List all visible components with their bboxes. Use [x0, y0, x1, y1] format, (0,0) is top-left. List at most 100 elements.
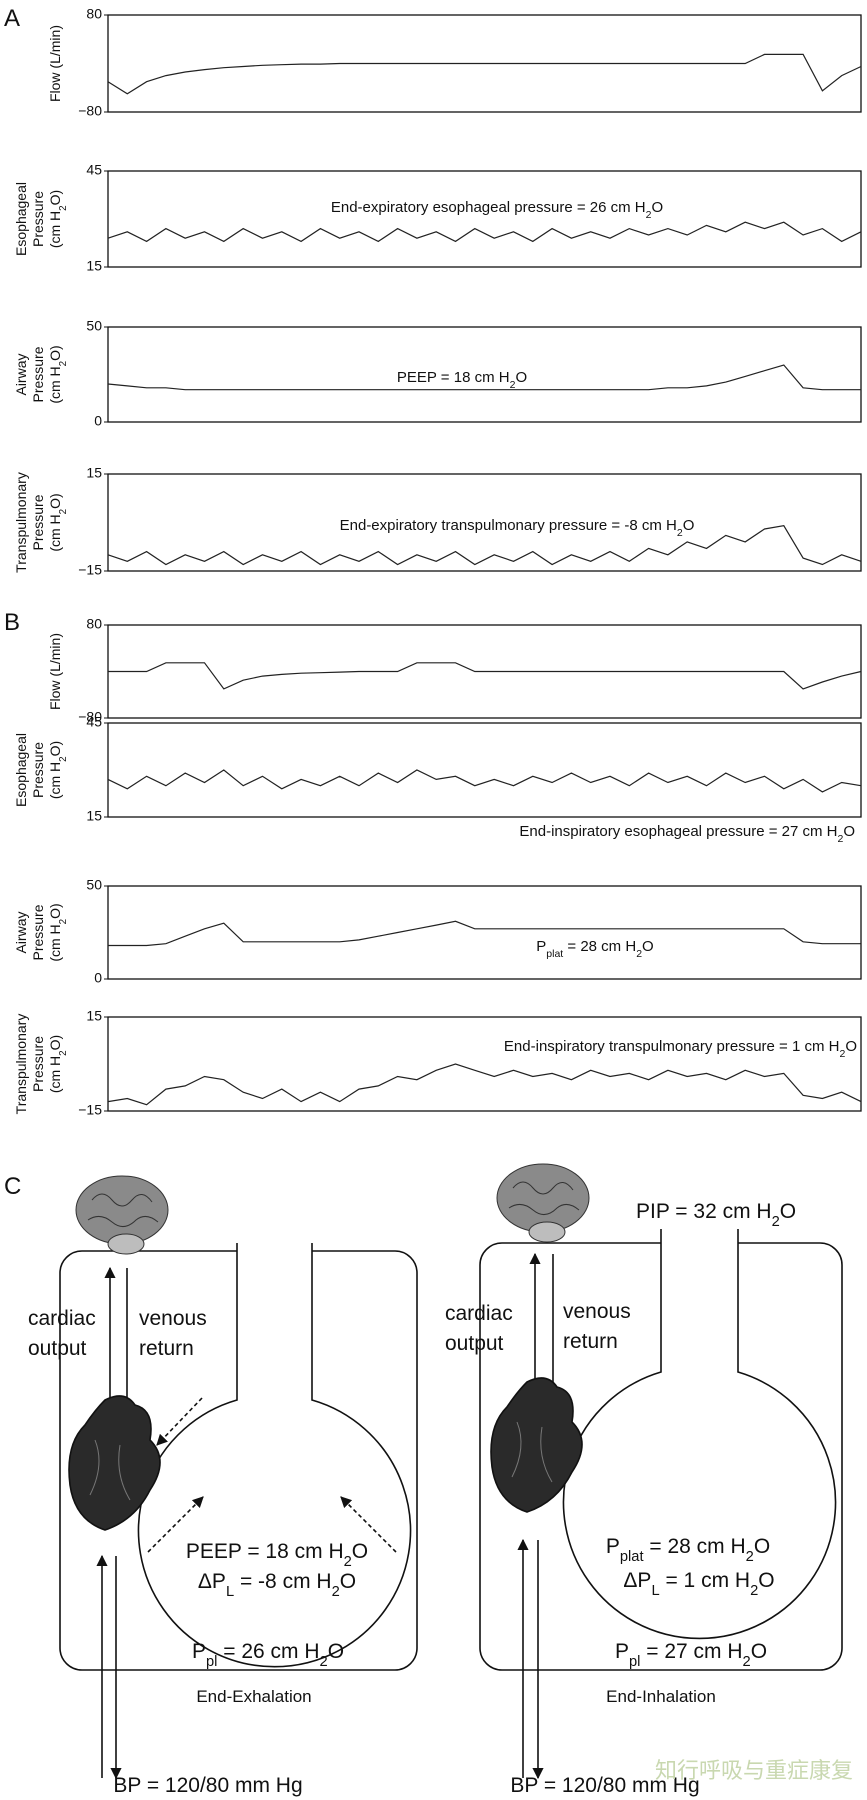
text-segment: (cm H	[47, 514, 63, 551]
label: output	[445, 1332, 504, 1355]
text-segment: (cm H	[47, 211, 63, 248]
panel-label: A	[4, 5, 20, 32]
subscript: 2	[746, 1549, 754, 1565]
label: ΔPL = -8 cm H2O	[198, 1570, 356, 1600]
text-segment: (cm H	[47, 924, 63, 961]
y-tick-label: 45	[86, 714, 102, 730]
y-axis-label: Pressure	[30, 904, 46, 960]
subscript: 2	[58, 1050, 69, 1055]
diagram-text: cardiac output venous return PEEP = 18 c…	[28, 1200, 853, 1797]
text-segment: = 27 cm H	[640, 1640, 742, 1663]
y-tick-label: 80	[86, 6, 102, 22]
y-tick-label: 80	[86, 616, 102, 632]
trace	[108, 920, 861, 947]
text-segment: O	[352, 1540, 368, 1563]
heart	[490, 1377, 583, 1513]
plot-frame	[107, 1016, 862, 1112]
text-segment: O	[780, 1200, 796, 1223]
subscript: 2	[837, 833, 843, 845]
plot-frame	[107, 885, 862, 980]
subscript: L	[651, 1583, 659, 1599]
subscript: 2	[646, 209, 652, 221]
text-segment: P	[536, 938, 546, 955]
label: output	[28, 1337, 87, 1360]
label: PIP = 32 cm H2O	[636, 1200, 796, 1230]
y-axis-label: Pressure	[30, 742, 46, 798]
y-tick-label: 50	[86, 318, 102, 334]
annotation: PEEP = 18 cm H2O	[397, 369, 527, 391]
subscript: plat	[620, 1549, 644, 1565]
y-tick-label: 45	[86, 162, 102, 178]
text-segment: = 26 cm H	[217, 1640, 319, 1663]
y-tick-label: 50	[86, 877, 102, 893]
y-axis-label: Pressure	[30, 191, 46, 247]
text-segment: End-inspiratory transpulmonary pressure …	[504, 1038, 840, 1055]
trace	[107, 525, 862, 566]
arrow	[147, 1496, 204, 1553]
text-segment: O)	[47, 190, 63, 206]
text-segment: PEEP = 18 cm H	[397, 369, 510, 386]
y-tick-label: 15	[86, 258, 102, 274]
subscript: pl	[629, 1654, 640, 1670]
plot-frame	[107, 326, 862, 423]
text-segment: (cm H	[47, 366, 63, 403]
text-segment: PEEP = 18 cm H	[186, 1540, 344, 1563]
y-axis-label: Pressure	[30, 1036, 46, 1092]
y-axis-label: Airway	[13, 353, 29, 395]
y-axis-label: (cm H2O)	[47, 1035, 69, 1093]
subscript: pl	[206, 1654, 217, 1670]
trace	[107, 1063, 862, 1106]
annotation: End-expiratory transpulmonary pressure =…	[340, 517, 695, 539]
text-segment: O	[328, 1640, 344, 1663]
trace	[107, 769, 862, 793]
subscript: 2	[636, 948, 642, 960]
y-axis-label: Pressure	[30, 346, 46, 402]
y-axis-label: Pressure	[30, 494, 46, 550]
text-segment: = 28 cm H	[644, 1535, 746, 1558]
y-axis-label: (cm H2O)	[47, 190, 69, 248]
text-segment: P	[615, 1640, 629, 1663]
text-segment: (cm H	[47, 762, 63, 799]
y-tick-label: 15	[86, 465, 102, 481]
label: End-Exhalation	[196, 1687, 311, 1706]
subscript: 2	[58, 919, 69, 924]
text-segment: O	[751, 1640, 767, 1663]
label: return	[139, 1337, 194, 1360]
text-segment: O)	[47, 345, 63, 361]
y-tick-label: −80	[78, 709, 102, 725]
y-tick-label: −80	[78, 103, 102, 119]
subscript: 2	[750, 1583, 758, 1599]
brain	[496, 1163, 590, 1243]
y-axis-label: Flow (L/min)	[47, 25, 63, 102]
label: Ppl = 26 cm H2O	[192, 1640, 344, 1670]
text-segment: O	[683, 517, 695, 534]
subscript: 2	[58, 361, 69, 366]
text-segment: O	[843, 823, 855, 840]
label: venous	[563, 1300, 631, 1323]
y-axis-label: Transpulmonary	[13, 1014, 29, 1115]
chart: 80 −80 Flow (L/min)	[47, 616, 862, 725]
y-axis-label: Esophageal	[13, 733, 29, 807]
subscript: 2	[510, 379, 516, 391]
text-segment: = -8 cm H	[234, 1570, 331, 1593]
annotation: Pplat = 28 cm H2O	[536, 938, 653, 960]
label: Ppl = 27 cm H2O	[615, 1640, 767, 1670]
text-segment: P	[192, 1640, 206, 1663]
arrow	[156, 1397, 203, 1446]
label: venous	[139, 1307, 207, 1330]
y-tick-label: 0	[94, 970, 102, 986]
watermark: 知行呼吸与重症康复	[655, 1758, 853, 1783]
text-segment: O)	[47, 493, 63, 509]
text-segment: P	[606, 1535, 620, 1558]
subscript: 2	[58, 205, 69, 210]
trace	[107, 221, 862, 243]
text-segment: ΔP	[198, 1570, 226, 1593]
label: Pplat = 28 cm H2O	[606, 1535, 770, 1565]
plot-frame	[107, 14, 862, 113]
arrow	[340, 1496, 397, 1553]
brain	[75, 1175, 169, 1255]
subscript: plat	[546, 948, 563, 960]
